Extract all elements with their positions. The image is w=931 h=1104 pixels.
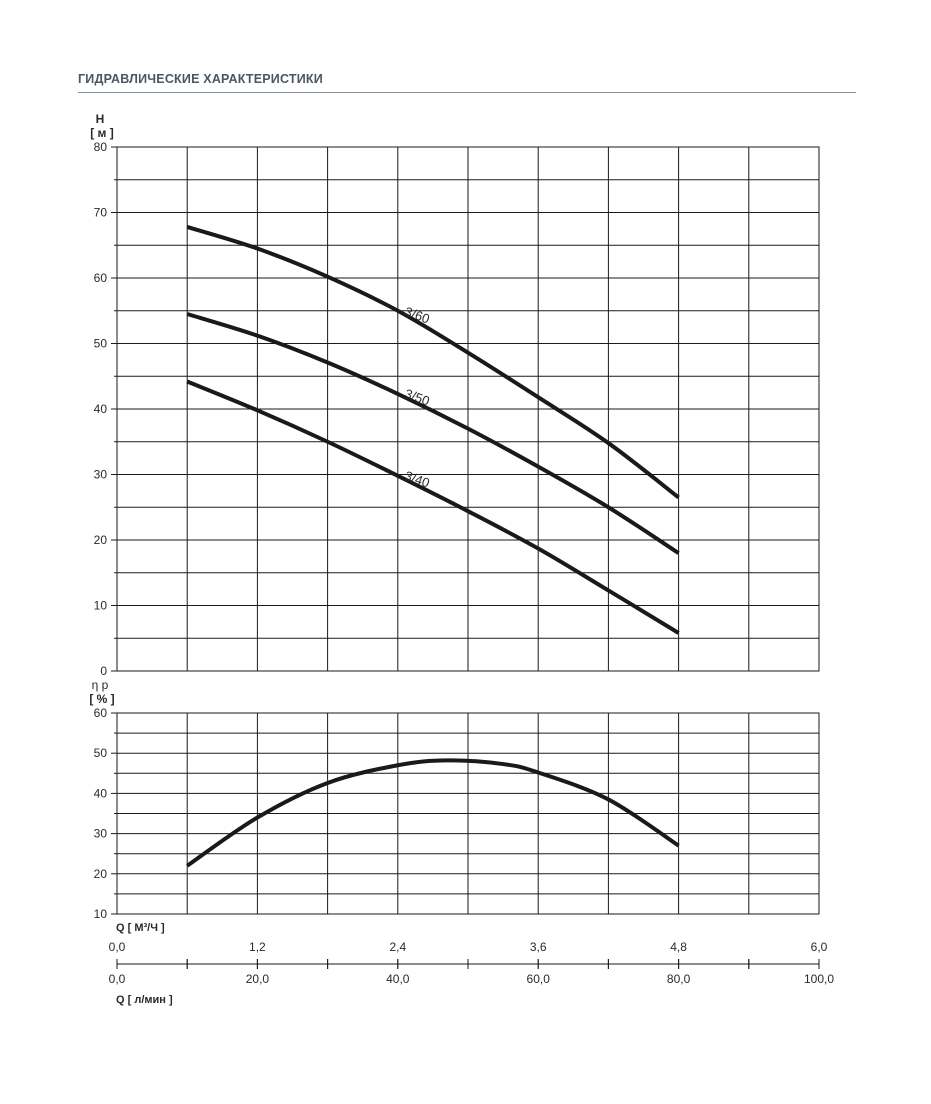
efficiency-plot: 10 20 30 40 50 60 η p [ % ] xyxy=(89,678,820,921)
efficiency-y-axis-unit: [ % ] xyxy=(89,692,114,706)
head-curve-3-40 xyxy=(186,379,680,635)
flow-lmin-tick-label: 0,0 xyxy=(109,972,126,986)
efficiency-y-tick-label: 20 xyxy=(94,867,108,881)
flow-lmin-tick-label: 100,0 xyxy=(804,972,834,986)
head-series-label: 3/40 xyxy=(403,468,432,491)
flow-lmin-axis-title: Q [ л/мин ] xyxy=(116,994,173,1006)
flow-axes: Q [ М³/Ч ] Q [ л/мин ] 0,0 1,2 2,4 3,6 4,8 6,… xyxy=(109,922,835,1006)
head-curve-3-50 xyxy=(186,312,680,555)
efficiency-y-tick-label: 10 xyxy=(94,907,108,921)
head-y-ticks: 0 10 20 30 40 50 60 70 80 xyxy=(94,140,117,678)
efficiency-curve xyxy=(186,758,680,868)
efficiency-y-tick-label: 40 xyxy=(94,786,108,800)
flow-lmin-axis: 0,0 20,0 40,0 60,0 80,0 100,0 xyxy=(109,959,834,986)
head-y-tick-label: 70 xyxy=(94,206,108,220)
head-series-label: 3/60 xyxy=(403,304,432,327)
head-y-tick-label: 60 xyxy=(94,271,108,285)
efficiency-y-axis-symbol: η p xyxy=(92,678,109,692)
flow-m3h-axis-title: Q [ М³/Ч ] xyxy=(116,922,165,934)
head-series-label: 3/50 xyxy=(403,386,432,409)
head-y-tick-label: 20 xyxy=(94,533,108,547)
head-curve-3-60 xyxy=(186,224,680,500)
efficiency-grid xyxy=(116,712,820,915)
flow-m3h-tick-label: 1,2 xyxy=(249,940,266,954)
head-curves: 3/60 3/50 3/40 xyxy=(186,224,680,635)
efficiency-y-tick-label: 60 xyxy=(94,706,108,720)
header-divider xyxy=(78,92,856,93)
head-y-tick-label: 80 xyxy=(94,140,108,154)
flow-lmin-tick-label: 20,0 xyxy=(246,972,270,986)
head-plot: 3/60 3/50 3/40 0 10 20 30 40 50 60 70 80 H [ м ] xyxy=(90,112,820,678)
head-y-tick-label: 10 xyxy=(94,599,108,613)
head-grid xyxy=(116,146,820,672)
page-title: ГИДРАВЛИЧЕСКИЕ ХАРАКТЕРИСТИКИ xyxy=(78,72,323,86)
head-y-tick-label: 40 xyxy=(94,402,108,416)
efficiency-curves xyxy=(186,758,680,868)
head-y-tick-label: 50 xyxy=(94,337,108,351)
flow-lmin-tick-label: 40,0 xyxy=(386,972,410,986)
head-y-axis-unit: [ м ] xyxy=(90,126,114,140)
flow-m3h-tick-label: 2,4 xyxy=(389,940,406,954)
efficiency-y-tick-label: 30 xyxy=(94,827,108,841)
head-y-tick-label: 0 xyxy=(100,664,107,678)
flow-lmin-tick-label: 80,0 xyxy=(667,972,691,986)
flow-m3h-tick-label: 6,0 xyxy=(811,940,828,954)
head-y-axis-symbol: H xyxy=(96,112,105,126)
flow-m3h-tick-label: 0,0 xyxy=(109,940,126,954)
head-y-tick-label: 30 xyxy=(94,468,108,482)
efficiency-y-ticks: 10 20 30 40 50 60 xyxy=(94,706,117,921)
flow-lmin-tick-label: 60,0 xyxy=(527,972,551,986)
efficiency-y-tick-label: 50 xyxy=(94,746,108,760)
flow-m3h-tick-label: 3,6 xyxy=(530,940,547,954)
flow-m3h-tick-label: 4,8 xyxy=(670,940,687,954)
